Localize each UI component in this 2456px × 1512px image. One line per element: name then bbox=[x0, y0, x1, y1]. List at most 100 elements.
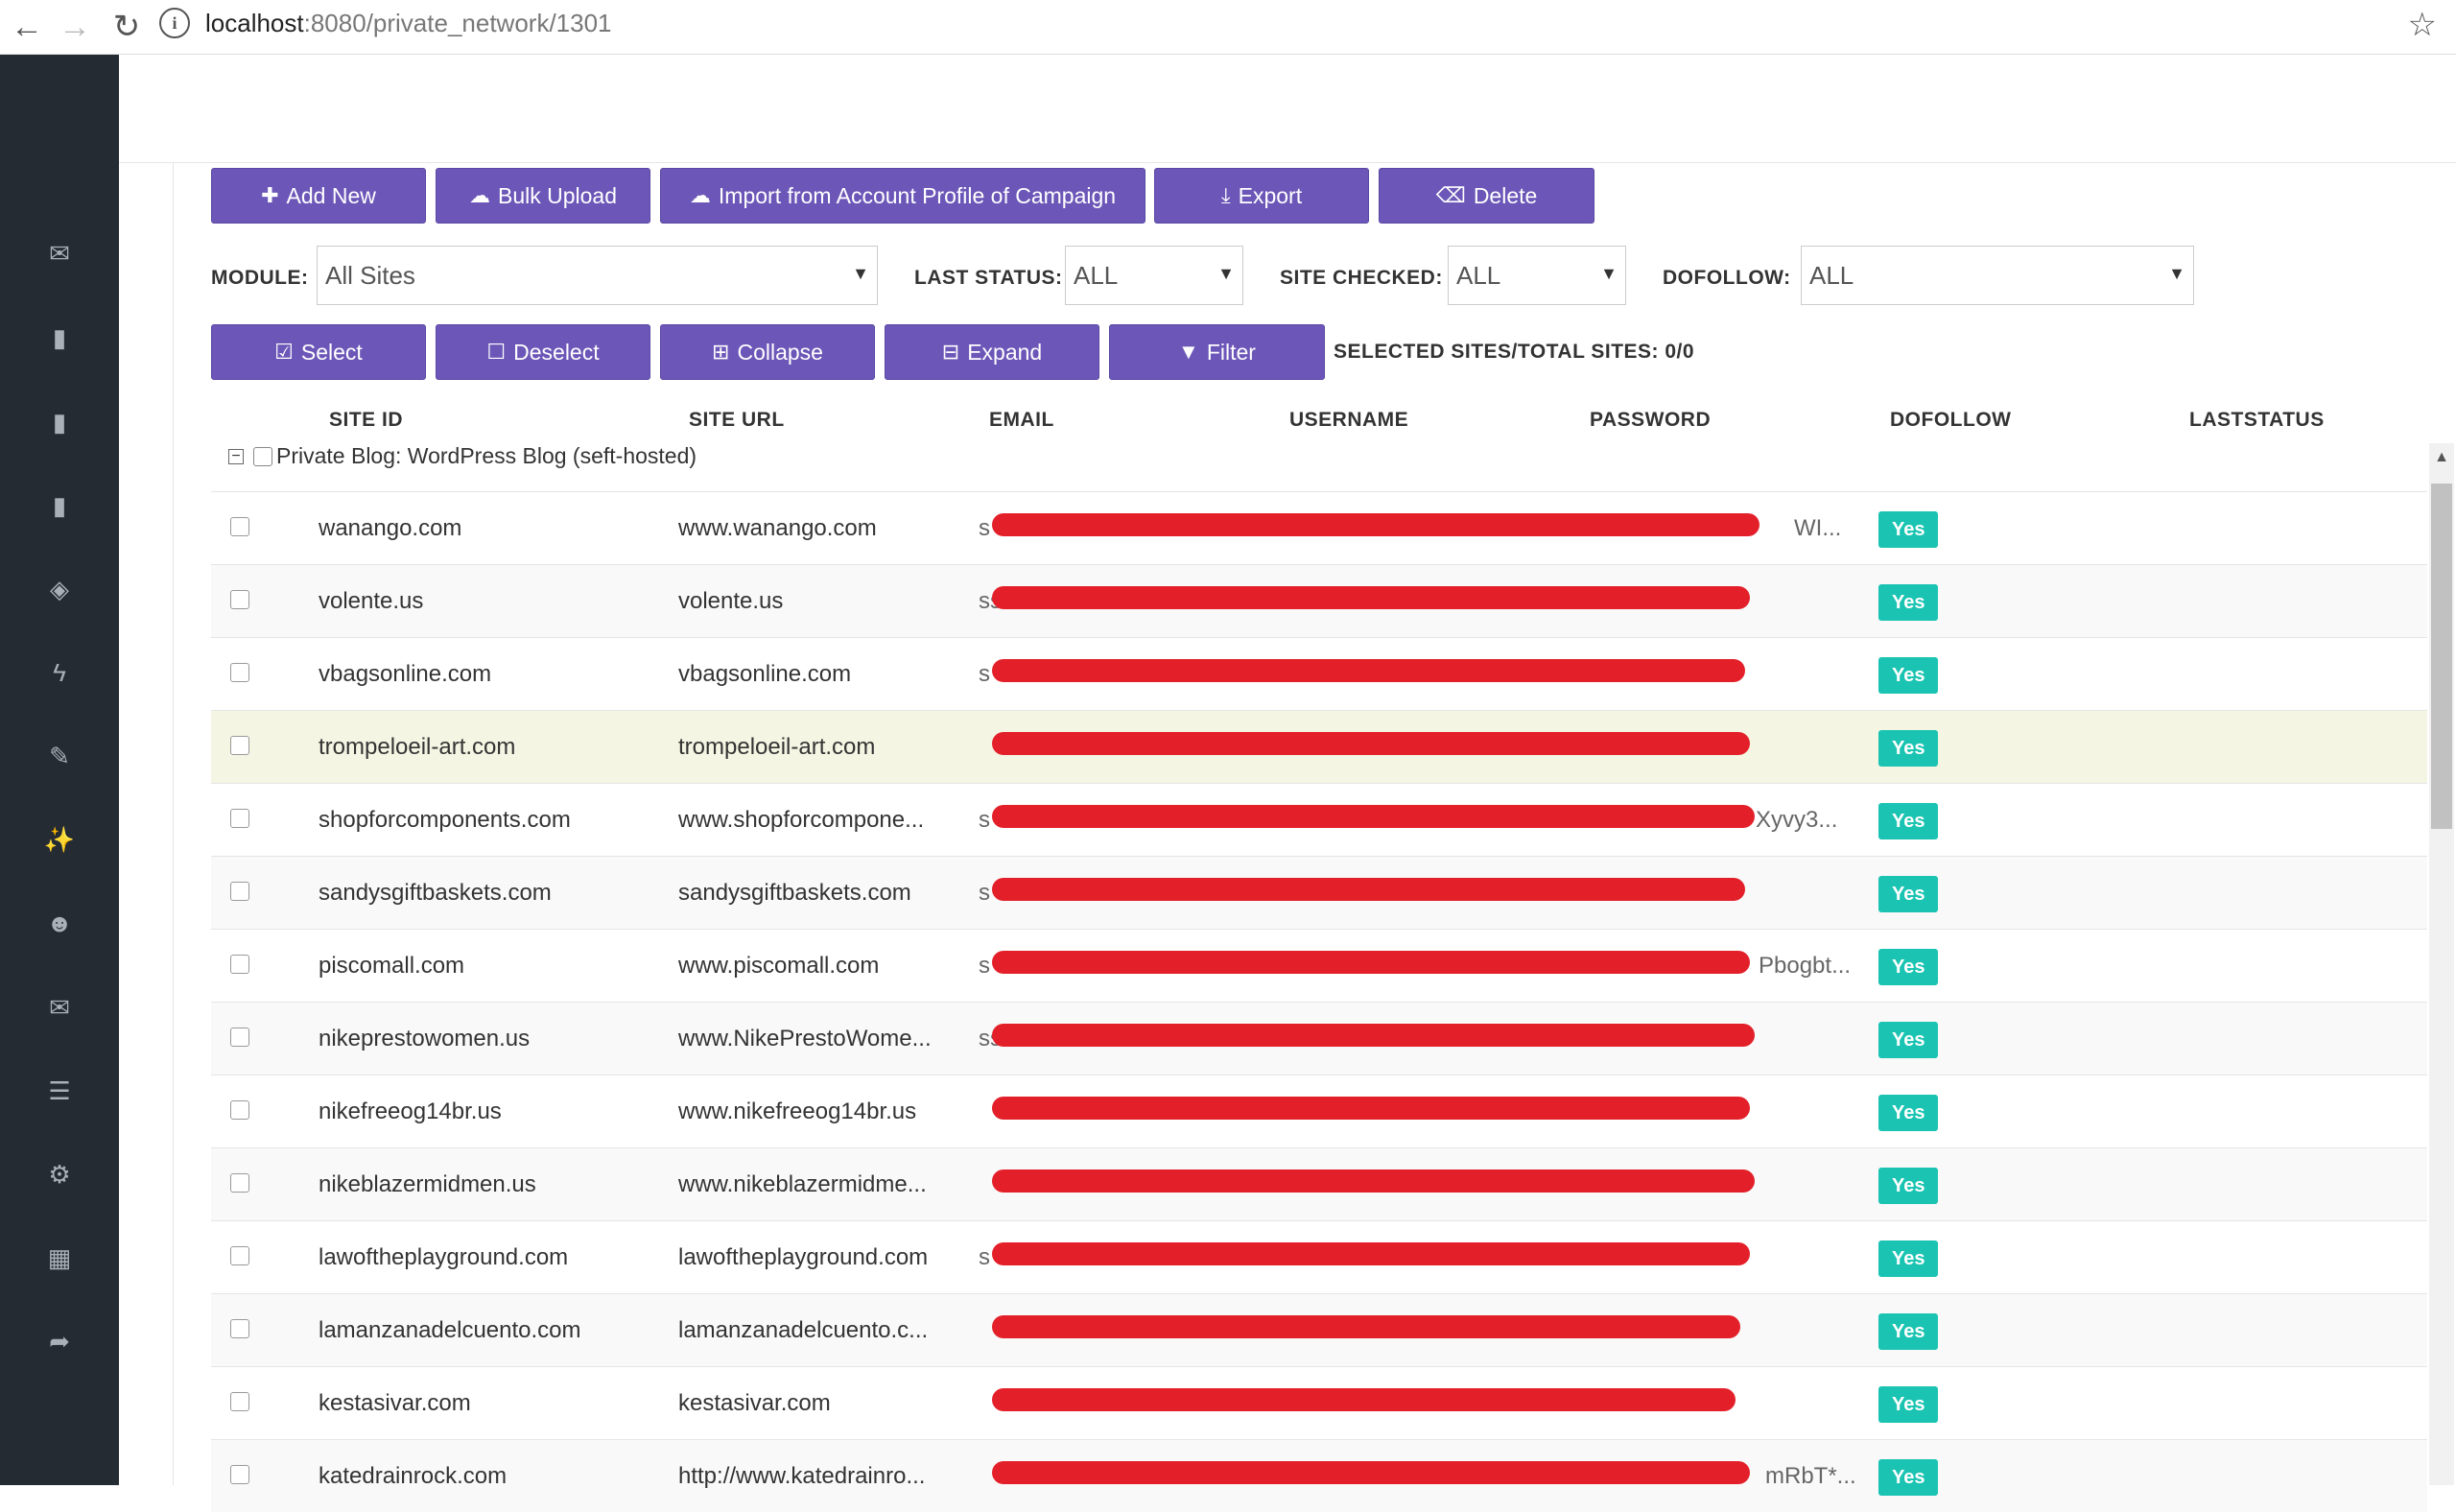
row-checkbox[interactable] bbox=[230, 809, 249, 828]
row-checkbox[interactable] bbox=[230, 736, 249, 755]
plus-square-icon: ⊞ bbox=[712, 340, 730, 364]
table-row[interactable]: lamanzanadelcuento.com lamanzanadelcuento… bbox=[211, 1293, 2427, 1366]
column-header-site-url[interactable]: SITE URL bbox=[689, 409, 785, 431]
filter-button[interactable]: ▼ Filter bbox=[1109, 324, 1325, 380]
browser-toolbar: ← → ↻ i localhost:8080/private_network/1… bbox=[0, 0, 2456, 55]
table-row[interactable]: piscomall.com www.piscomall.com s Pbogbt...… bbox=[211, 929, 2427, 1002]
bolt-icon[interactable]: ϟ bbox=[53, 657, 66, 687]
site-url-cell: lamanzanadelcuento.c... bbox=[678, 1317, 929, 1343]
row-checkbox[interactable] bbox=[230, 955, 249, 974]
dofollow-select[interactable]: ALL ▼ bbox=[1801, 246, 2194, 305]
password-cell: Pbogbt... bbox=[1759, 953, 1852, 979]
select-button[interactable]: ☑ Select bbox=[211, 324, 426, 380]
dofollow-badge: Yes bbox=[1878, 876, 1939, 912]
row-checkbox[interactable] bbox=[230, 1100, 249, 1120]
site-url-cell: http://www.katedrainro... bbox=[678, 1463, 926, 1489]
edit-icon[interactable]: ✎ bbox=[49, 741, 70, 770]
collapse-toggle-icon[interactable]: − bbox=[228, 448, 244, 464]
email-cell: s bbox=[979, 807, 990, 833]
magic-wand-icon[interactable]: ✨ bbox=[43, 824, 76, 854]
add-new-button[interactable]: ✚ Add New bbox=[211, 168, 426, 224]
import-button[interactable]: ☁ Import from Account Profile of Campaign bbox=[660, 168, 1145, 224]
dofollow-badge: Yes bbox=[1878, 803, 1939, 839]
table-row[interactable]: wanango.com www.wanango.com s WI... Yes bbox=[211, 491, 2427, 564]
collapse-button[interactable]: ⊞ Collapse bbox=[660, 324, 875, 380]
book-icon[interactable]: ▮ bbox=[52, 407, 67, 437]
row-checkbox[interactable] bbox=[230, 517, 249, 536]
table-row[interactable]: kestasivar.com kestasivar.com Yes bbox=[211, 1366, 2427, 1439]
row-checkbox[interactable] bbox=[230, 1392, 249, 1411]
table-row[interactable]: vbagsonline.com vbagsonline.com s Yes bbox=[211, 637, 2427, 710]
book-icon[interactable]: ▮ bbox=[52, 490, 67, 520]
reload-icon[interactable]: ↻ bbox=[112, 9, 141, 45]
site-url-cell: www.piscomall.com bbox=[678, 953, 880, 979]
column-header-password[interactable]: PASSWORD bbox=[1590, 409, 1712, 431]
column-header-username[interactable]: USERNAME bbox=[1289, 409, 1409, 431]
delete-label: Delete bbox=[1473, 182, 1538, 208]
column-header-site-id[interactable]: SITE ID bbox=[329, 409, 404, 431]
expand-button[interactable]: ⊟ Expand bbox=[885, 324, 1099, 380]
calendar-icon[interactable]: ▦ bbox=[47, 1242, 72, 1272]
cloud-upload-icon: ☁ bbox=[468, 183, 490, 207]
book-icon[interactable]: ▮ bbox=[52, 322, 67, 352]
scrollbar-thumb[interactable] bbox=[2431, 484, 2452, 829]
group-checkbox[interactable] bbox=[253, 446, 272, 466]
row-checkbox[interactable] bbox=[230, 1319, 249, 1338]
row-checkbox[interactable] bbox=[230, 1028, 249, 1047]
row-checkbox[interactable] bbox=[230, 1173, 249, 1193]
column-header-email[interactable]: EMAIL bbox=[989, 409, 1054, 431]
site-id-cell: nikeprestowomen.us bbox=[319, 1026, 531, 1051]
dofollow-badge: Yes bbox=[1878, 1386, 1939, 1423]
row-checkbox[interactable] bbox=[230, 882, 249, 901]
redaction-mark bbox=[992, 1315, 1740, 1338]
forward-arrow-icon[interactable]: → bbox=[59, 8, 91, 45]
bookmark-star-icon[interactable]: ☆ bbox=[2407, 7, 2437, 43]
site-checked-value: ALL bbox=[1456, 260, 1501, 290]
site-checked-select[interactable]: ALL ▼ bbox=[1448, 246, 1626, 305]
column-header-dofollow[interactable]: DOFOLLOW bbox=[1890, 409, 2012, 431]
deselect-button[interactable]: ☐ Deselect bbox=[436, 324, 650, 380]
row-checkbox[interactable] bbox=[230, 590, 249, 609]
redaction-mark bbox=[992, 659, 1745, 682]
sign-out-icon[interactable]: ➦ bbox=[49, 1326, 70, 1356]
table-row[interactable]: sandysgiftbaskets.com sandysgiftbaskets.c… bbox=[211, 856, 2427, 929]
scroll-up-arrow-icon[interactable]: ▲ bbox=[2434, 449, 2449, 465]
site-url-cell: vbagsonline.com bbox=[678, 661, 852, 687]
back-arrow-icon[interactable]: ← bbox=[11, 8, 43, 45]
select-label: Select bbox=[300, 339, 363, 365]
users-icon[interactable]: ☻ bbox=[46, 908, 73, 937]
table-row[interactable]: nikefreeog14br.us www.nikefreeog14br.us Ye… bbox=[211, 1075, 2427, 1147]
module-select[interactable]: All Sites ▼ bbox=[317, 246, 878, 305]
last-status-select[interactable]: ALL ▼ bbox=[1065, 246, 1243, 305]
envelope-icon[interactable]: ✉ bbox=[49, 992, 70, 1022]
address-bar[interactable]: i localhost:8080/private_network/1301 bbox=[159, 4, 2414, 42]
last-status-label: LAST STATUS: bbox=[914, 267, 1063, 289]
envelope-icon[interactable]: ✉ bbox=[49, 238, 70, 268]
table-row[interactable]: trompeloeil-art.com trompeloeil-art.com Ye… bbox=[211, 710, 2427, 783]
table-row[interactable]: nikeprestowomen.us www.NikePrestoWome... s… bbox=[211, 1002, 2427, 1075]
column-header-laststatus[interactable]: LASTSTATUS bbox=[2189, 409, 2325, 431]
caret-down-icon: ▼ bbox=[1217, 264, 1235, 283]
info-icon[interactable]: i bbox=[159, 8, 190, 38]
email-cell: s bbox=[979, 953, 990, 979]
shield-icon[interactable]: ◈ bbox=[50, 574, 69, 603]
row-checkbox[interactable] bbox=[230, 1465, 249, 1484]
cloud-upload-icon: ☁ bbox=[689, 183, 711, 207]
plus-icon: ✚ bbox=[261, 183, 279, 207]
table-row[interactable]: nikeblazermidmen.us www.nikeblazermidme..… bbox=[211, 1147, 2427, 1220]
table-body: wanango.com www.wanango.com s WI... Yes volen… bbox=[211, 491, 2427, 1512]
list-icon[interactable]: ☰ bbox=[48, 1075, 71, 1105]
export-button[interactable]: ⤓ Export bbox=[1154, 168, 1369, 224]
site-id-cell: lamanzanadelcuento.com bbox=[319, 1317, 581, 1343]
row-checkbox[interactable] bbox=[230, 663, 249, 682]
email-cell: s bbox=[979, 661, 990, 687]
delete-button[interactable]: ⌫ Delete bbox=[1379, 168, 1594, 224]
site-url-cell: sandysgiftbaskets.com bbox=[678, 880, 911, 906]
row-checkbox[interactable] bbox=[230, 1246, 249, 1265]
table-row[interactable]: katedrainrock.com http://www.katedrainro.… bbox=[211, 1439, 2427, 1512]
table-row[interactable]: shopforcomponents.com www.shopforcompone.… bbox=[211, 783, 2427, 856]
bulk-upload-button[interactable]: ☁ Bulk Upload bbox=[436, 168, 650, 224]
table-row[interactable]: volente.us volente.us ss Yes bbox=[211, 564, 2427, 637]
table-row[interactable]: lawoftheplayground.com lawoftheplayground… bbox=[211, 1220, 2427, 1293]
gears-icon[interactable]: ⚙ bbox=[48, 1159, 71, 1189]
